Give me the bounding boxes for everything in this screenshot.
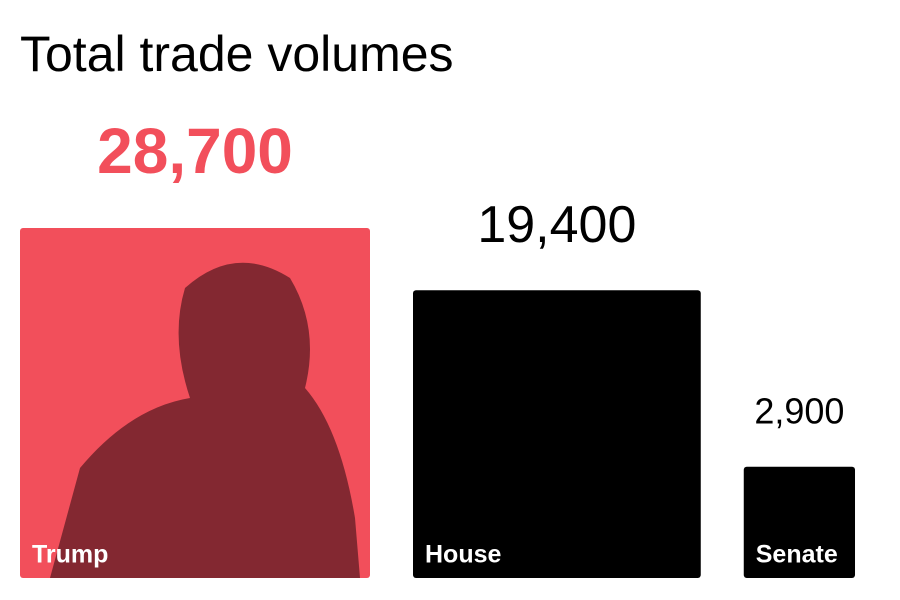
category-label: Trump xyxy=(32,541,108,569)
value-label: 28,700 xyxy=(97,115,293,187)
chart-title: Total trade volumes xyxy=(20,26,454,82)
square xyxy=(413,290,701,578)
square xyxy=(743,466,856,578)
value-label: 19,400 xyxy=(477,196,636,254)
value-label: 2,900 xyxy=(754,390,844,431)
category-label: House xyxy=(425,541,502,569)
category-label: Senate xyxy=(756,541,838,569)
portrait-silhouette xyxy=(50,262,360,578)
